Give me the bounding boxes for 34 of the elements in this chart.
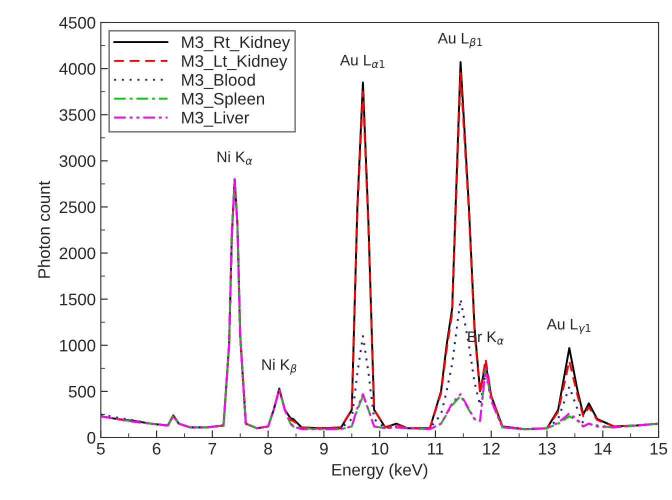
y-tick-label: 4500 — [59, 16, 96, 29]
x-axis-title: Energy (keV) — [332, 463, 428, 479]
x-tick-label: 13 — [539, 442, 556, 455]
x-tick-label: 7 — [208, 442, 216, 454]
x-tick-label: 6 — [152, 442, 160, 455]
x-tick-label: 11 — [428, 442, 444, 454]
legend-label: M3_Spleen — [182, 92, 264, 108]
annotation: Au L$_{γ1}$ — [546, 318, 590, 334]
x-tick-label: 12 — [483, 442, 500, 454]
y-tick-label: 1000 — [60, 340, 96, 352]
annotation: Au L$_{β1}$ — [438, 32, 482, 48]
y-tick-label: 2500 — [60, 201, 96, 214]
annotation: Au L$_{α1}$ — [340, 54, 384, 68]
x-tick-label: 5 — [96, 442, 105, 455]
x-tick-label: 10 — [372, 442, 388, 455]
y-tick-label: 0 — [87, 432, 96, 444]
y-tick-label: 4000 — [59, 63, 96, 75]
y-tick-label: 2000 — [60, 247, 96, 260]
y-tick-label: 1500 — [60, 294, 96, 306]
legend-label: M3_Blood — [182, 74, 255, 89]
legend-label: M3_Lt_Kidney — [182, 54, 288, 70]
y-tick-label: 3000 — [60, 155, 96, 168]
y-axis-title: Photon count — [38, 181, 50, 278]
annotation: Ni K$_{β}$ — [262, 358, 296, 375]
annotation: Ni K$_{α}$ — [218, 151, 252, 165]
legend-label: M3_Liver — [182, 111, 250, 127]
line-series — [100, 178, 659, 430]
x-tick-label: 14 — [594, 442, 612, 454]
y-tick-label: 500 — [68, 386, 96, 398]
x-tick-label: 9 — [320, 442, 328, 455]
x-tick-label: 8 — [264, 442, 272, 455]
x-tick-label: 15 — [650, 442, 668, 455]
legend-label: M3_Rt_Kidney — [182, 36, 290, 52]
y-tick-label: 3500 — [60, 109, 96, 121]
